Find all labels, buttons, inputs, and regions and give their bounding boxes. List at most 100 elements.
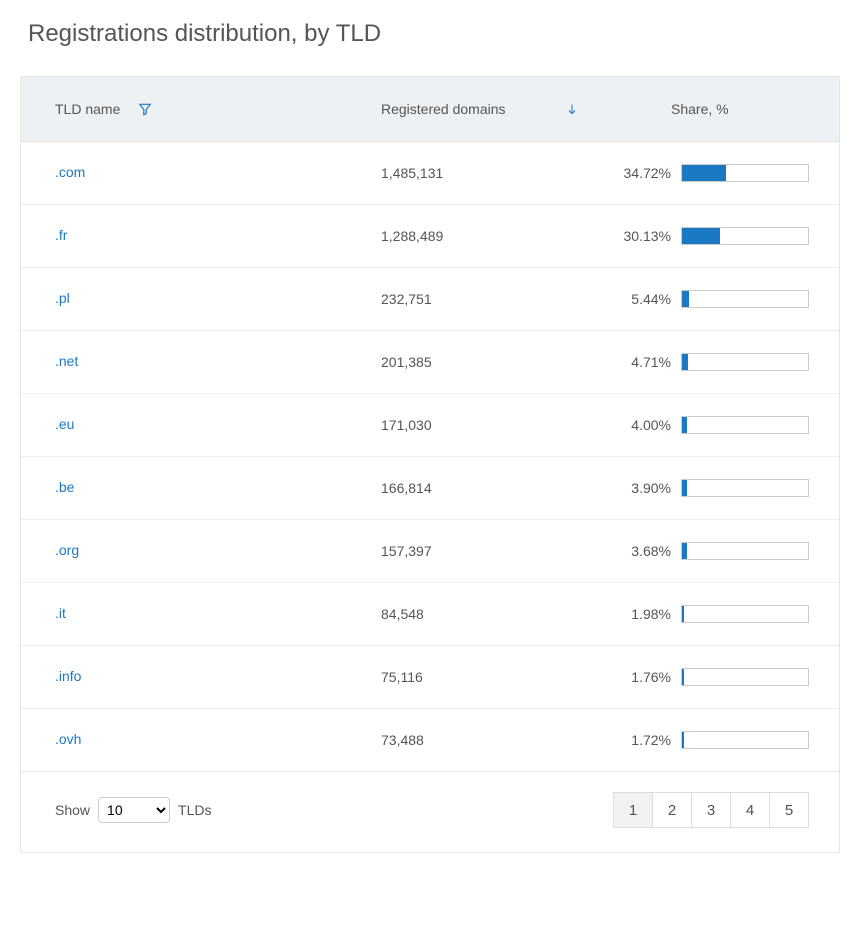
table-row: .net 201,3854.71%: [21, 331, 839, 394]
pagination: 12345: [613, 792, 809, 828]
show-label-pre: Show: [55, 802, 90, 818]
cell-registered: 201,385: [381, 354, 611, 370]
table-row: .it 84,5481.98%: [21, 583, 839, 646]
share-bar: [681, 353, 809, 371]
tld-link[interactable]: .info: [55, 668, 81, 684]
cell-registered: 75,116: [381, 669, 611, 685]
column-header-share-label: Share, %: [671, 101, 729, 117]
page-size-select[interactable]: 10: [98, 797, 170, 823]
cell-tld-name: .fr: [21, 227, 381, 245]
table-footer: Show 10 TLDs 12345: [21, 772, 839, 852]
table-row: .org 157,3973.68%: [21, 520, 839, 583]
share-bar: [681, 479, 809, 497]
share-percent-label: 30.13%: [611, 228, 681, 244]
tld-link[interactable]: .it: [55, 605, 66, 621]
cell-registered: 1,288,489: [381, 228, 611, 244]
cell-share: 1.72%: [611, 731, 839, 749]
column-header-tld-name[interactable]: TLD name: [21, 101, 381, 117]
share-bar: [681, 416, 809, 434]
page-button-2[interactable]: 2: [652, 792, 692, 828]
page-button-5[interactable]: 5: [769, 792, 809, 828]
share-bar-fill: [682, 732, 684, 748]
share-bar: [681, 164, 809, 182]
tld-link[interactable]: .eu: [55, 416, 74, 432]
cell-share: 34.72%: [611, 164, 839, 182]
share-bar: [681, 542, 809, 560]
cell-share: 4.00%: [611, 416, 839, 434]
share-percent-label: 1.98%: [611, 606, 681, 622]
cell-tld-name: .org: [21, 542, 381, 560]
cell-registered: 166,814: [381, 480, 611, 496]
cell-share: 3.90%: [611, 479, 839, 497]
table-row: .com 1,485,13134.72%: [21, 142, 839, 205]
show-label-post: TLDs: [178, 802, 211, 818]
sort-desc-icon[interactable]: [566, 102, 578, 116]
table-row: .be 166,8143.90%: [21, 457, 839, 520]
share-bar-fill: [682, 606, 684, 622]
tld-link[interactable]: .org: [55, 542, 79, 558]
page-button-1[interactable]: 1: [613, 792, 653, 828]
cell-share: 4.71%: [611, 353, 839, 371]
column-header-registered[interactable]: Registered domains: [381, 101, 611, 117]
cell-share: 1.98%: [611, 605, 839, 623]
cell-registered: 157,397: [381, 543, 611, 559]
tld-link[interactable]: .pl: [55, 290, 70, 306]
cell-tld-name: .pl: [21, 290, 381, 308]
share-bar-fill: [682, 669, 684, 685]
share-bar: [681, 605, 809, 623]
column-header-share[interactable]: Share, %: [611, 101, 839, 117]
share-bar-fill: [682, 417, 687, 433]
cell-tld-name: .ovh: [21, 731, 381, 749]
tld-link[interactable]: .be: [55, 479, 74, 495]
cell-tld-name: .be: [21, 479, 381, 497]
cell-tld-name: .eu: [21, 416, 381, 434]
share-bar-fill: [682, 165, 726, 181]
page-button-3[interactable]: 3: [691, 792, 731, 828]
share-percent-label: 3.90%: [611, 480, 681, 496]
column-header-tld-name-label: TLD name: [55, 101, 120, 117]
cell-tld-name: .com: [21, 164, 381, 182]
share-bar: [681, 227, 809, 245]
tld-table: TLD name Registered domains Share, % .co…: [20, 76, 840, 853]
table-body: .com 1,485,13134.72% .fr 1,288,48930.13% .pl…: [21, 142, 839, 772]
share-bar: [681, 290, 809, 308]
cell-registered: 1,485,131: [381, 165, 611, 181]
page-button-4[interactable]: 4: [730, 792, 770, 828]
tld-link[interactable]: .fr: [55, 227, 67, 243]
share-bar-fill: [682, 543, 687, 559]
share-bar-fill: [682, 480, 687, 496]
tld-link[interactable]: .net: [55, 353, 78, 369]
share-percent-label: 4.00%: [611, 417, 681, 433]
cell-tld-name: .net: [21, 353, 381, 371]
table-header-row: TLD name Registered domains Share, %: [21, 77, 839, 142]
table-row: .info 75,1161.76%: [21, 646, 839, 709]
share-bar: [681, 731, 809, 749]
share-bar-fill: [682, 228, 720, 244]
filter-icon[interactable]: [138, 102, 152, 116]
cell-share: 5.44%: [611, 290, 839, 308]
cell-registered: 84,548: [381, 606, 611, 622]
share-bar-fill: [682, 291, 689, 307]
share-percent-label: 4.71%: [611, 354, 681, 370]
table-row: .ovh 73,4881.72%: [21, 709, 839, 772]
share-percent-label: 5.44%: [611, 291, 681, 307]
cell-share: 30.13%: [611, 227, 839, 245]
share-bar-fill: [682, 354, 688, 370]
cell-registered: 171,030: [381, 417, 611, 433]
share-percent-label: 1.72%: [611, 732, 681, 748]
share-bar: [681, 668, 809, 686]
cell-registered: 232,751: [381, 291, 611, 307]
page-size-control: Show 10 TLDs: [55, 797, 211, 823]
share-percent-label: 1.76%: [611, 669, 681, 685]
cell-tld-name: .it: [21, 605, 381, 623]
cell-share: 1.76%: [611, 668, 839, 686]
table-row: .eu 171,0304.00%: [21, 394, 839, 457]
column-header-registered-label: Registered domains: [381, 101, 506, 117]
cell-registered: 73,488: [381, 732, 611, 748]
table-row: .fr 1,288,48930.13%: [21, 205, 839, 268]
tld-link[interactable]: .com: [55, 164, 85, 180]
cell-share: 3.68%: [611, 542, 839, 560]
tld-link[interactable]: .ovh: [55, 731, 81, 747]
table-row: .pl 232,7515.44%: [21, 268, 839, 331]
share-percent-label: 3.68%: [611, 543, 681, 559]
